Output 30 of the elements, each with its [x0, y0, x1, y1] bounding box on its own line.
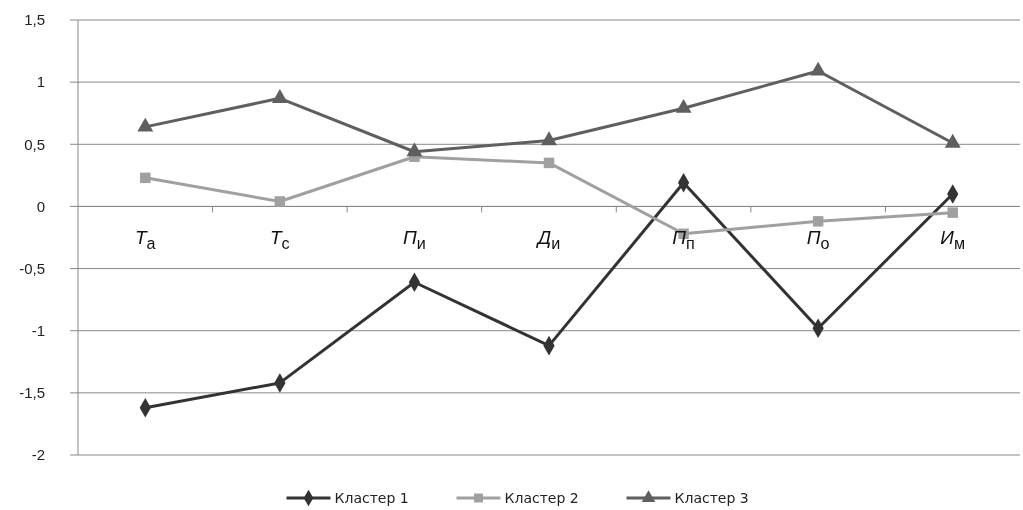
- x-tick-label: Д$_{и}$: [535, 227, 561, 253]
- x-tick-label: Т$_{с}$: [270, 227, 290, 253]
- point: [271, 89, 288, 103]
- point: [810, 61, 827, 76]
- point: [812, 216, 824, 227]
- point: [406, 142, 423, 157]
- x-tick-label: П$_{о}$: [806, 227, 830, 253]
- legend-label: Кластер 1: [334, 489, 409, 506]
- point: [140, 172, 151, 184]
- y-tick-label: 0,5: [24, 135, 45, 153]
- y-tick-label: -0,5: [19, 259, 45, 277]
- y-tick-label: -2: [31, 446, 45, 464]
- y-tick-label: 1: [36, 73, 45, 91]
- point: [543, 157, 555, 169]
- point: [675, 99, 692, 113]
- x-tick-label: И$_{м}$: [940, 227, 966, 253]
- point: [137, 117, 154, 132]
- point: [947, 207, 958, 218]
- x-tick-label: П$_{и}$: [403, 227, 426, 253]
- legend-label: Кластер 2: [504, 489, 579, 506]
- y-tick-label: -1,5: [19, 384, 45, 402]
- x-tick-label: Т$_{а}$: [134, 227, 156, 253]
- x-tick-label: П$_{п}$: [672, 227, 695, 253]
- point: [541, 131, 557, 146]
- y-tick-label: 1,5: [24, 11, 45, 29]
- y-tick-label: 0: [36, 197, 45, 215]
- legend-label: Кластер 3: [674, 489, 749, 506]
- point: [274, 196, 286, 207]
- y-tick-label: -1: [31, 321, 45, 339]
- point: [944, 133, 961, 148]
